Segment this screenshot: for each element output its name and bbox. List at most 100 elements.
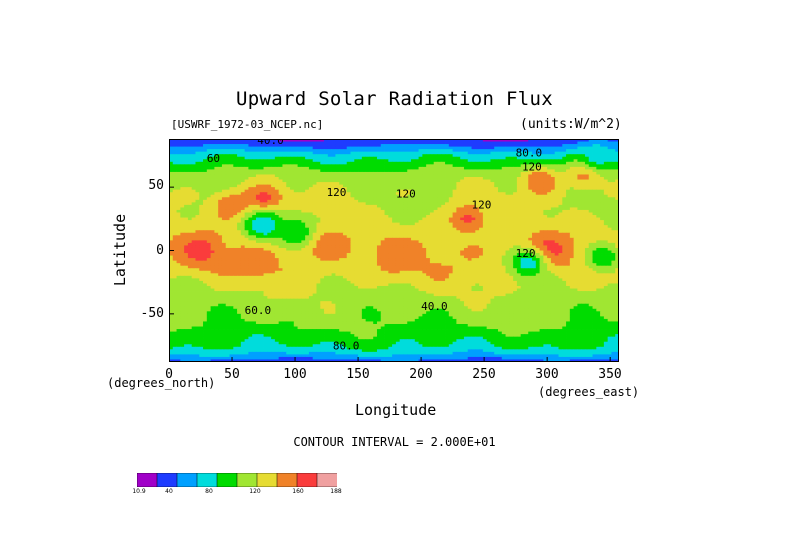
- heatmap-cell: [471, 146, 476, 150]
- heatmap-cell: [361, 139, 367, 142]
- heatmap-cell: [584, 144, 590, 147]
- heatmap-cell: [603, 237, 609, 241]
- heatmap-cell: [573, 174, 578, 178]
- heatmap-cell: [388, 179, 393, 183]
- heatmap-cell: [187, 151, 193, 155]
- heatmap-cell: [373, 189, 378, 193]
- heatmap-cell: [384, 141, 389, 145]
- heatmap-cell: [199, 151, 204, 155]
- heatmap-cell: [305, 144, 310, 147]
- heatmap-cell: [206, 222, 211, 226]
- heatmap-cell: [566, 240, 571, 244]
- heatmap-cell: [596, 146, 601, 150]
- heatmap-cell: [581, 212, 586, 216]
- heatmap-cell: [411, 177, 416, 180]
- heatmap-cell: [380, 220, 385, 224]
- heatmap-cell: [308, 161, 314, 165]
- heatmap-cell: [191, 161, 196, 165]
- heatmap-cell: [490, 139, 495, 142]
- heatmap-cell: [520, 149, 525, 153]
- heatmap-cell: [516, 179, 522, 183]
- heatmap-cell: [248, 144, 253, 147]
- heatmap-cell: [399, 144, 404, 147]
- heatmap-cell: [429, 207, 435, 211]
- heatmap-cell: [532, 154, 537, 158]
- heatmap-cell: [233, 182, 238, 186]
- heatmap-cell: [482, 169, 488, 173]
- heatmap-cell: [320, 174, 325, 178]
- heatmap-cell: [581, 164, 586, 168]
- heatmap-cell: [588, 194, 593, 198]
- heatmap-cell: [479, 159, 484, 163]
- heatmap-cell: [263, 154, 268, 158]
- heatmap-cell: [615, 169, 619, 173]
- heatmap-cell: [573, 139, 578, 142]
- heatmap-cell: [297, 161, 302, 165]
- heatmap-cell: [305, 164, 310, 168]
- heatmap-cell: [373, 237, 378, 241]
- heatmap-cell: [218, 225, 223, 229]
- heatmap-cell: [603, 199, 609, 203]
- heatmap-cell: [388, 220, 393, 224]
- heatmap-cell: [297, 199, 302, 203]
- heatmap-cell: [373, 215, 378, 218]
- heatmap-cell: [509, 230, 514, 234]
- heatmap-cell: [301, 202, 306, 206]
- heatmap-cell: [566, 222, 571, 226]
- heatmap-cell: [248, 230, 253, 234]
- heatmap-cell: [448, 169, 454, 173]
- heatmap-cell: [528, 149, 533, 153]
- heatmap-cell: [524, 222, 529, 226]
- heatmap-cell: [596, 207, 601, 211]
- heatmap-cell: [286, 242, 291, 246]
- heatmap-cell: [452, 164, 457, 168]
- heatmap-cell: [176, 217, 181, 221]
- heatmap-cell: [225, 166, 230, 170]
- heatmap-cell: [312, 151, 317, 155]
- heatmap-cell: [422, 156, 427, 160]
- heatmap-cell: [361, 209, 367, 213]
- heatmap-cell: [422, 237, 427, 241]
- heatmap-cell: [422, 184, 427, 188]
- heatmap-cell: [214, 222, 219, 226]
- heatmap-cell: [191, 204, 196, 208]
- heatmap-cell: [445, 146, 450, 150]
- heatmap-cell: [550, 215, 556, 218]
- heatmap-cell: [558, 164, 563, 168]
- heatmap-cell: [611, 217, 616, 221]
- heatmap-cell: [195, 212, 200, 216]
- heatmap-cell: [566, 141, 571, 145]
- heatmap-cell: [282, 225, 287, 229]
- heatmap-cell: [290, 179, 295, 183]
- heatmap-cell: [267, 182, 272, 186]
- heatmap-cell: [520, 204, 525, 208]
- heatmap-cell: [596, 187, 601, 191]
- heatmap-cell: [550, 184, 556, 188]
- heatmap-cell: [324, 182, 329, 186]
- heatmap-cell: [271, 164, 276, 168]
- heatmap-cell: [373, 154, 378, 158]
- heatmap-cell: [339, 177, 344, 180]
- heatmap-cell: [411, 159, 416, 163]
- heatmap-cell: [384, 207, 389, 211]
- heatmap-cell: [263, 149, 268, 153]
- heatmap-cell: [384, 177, 389, 180]
- heatmap-cell: [184, 237, 189, 241]
- heatmap-cell: [411, 151, 416, 155]
- heatmap-cell: [528, 154, 533, 158]
- heatmap-cell: [494, 222, 499, 226]
- heatmap-cell: [395, 166, 401, 170]
- heatmap-cell: [456, 154, 461, 158]
- heatmap-cell: [566, 217, 571, 221]
- heatmap-cell: [354, 202, 359, 206]
- heatmap-cell: [505, 174, 510, 178]
- heatmap-cell: [566, 192, 571, 196]
- heatmap-cell: [524, 227, 529, 231]
- heatmap-cell: [433, 242, 438, 246]
- heatmap-cell: [539, 202, 544, 206]
- heatmap-cell: [456, 189, 461, 193]
- heatmap-cell: [358, 215, 363, 218]
- heatmap-cell: [471, 227, 476, 231]
- heatmap-cell: [380, 164, 385, 168]
